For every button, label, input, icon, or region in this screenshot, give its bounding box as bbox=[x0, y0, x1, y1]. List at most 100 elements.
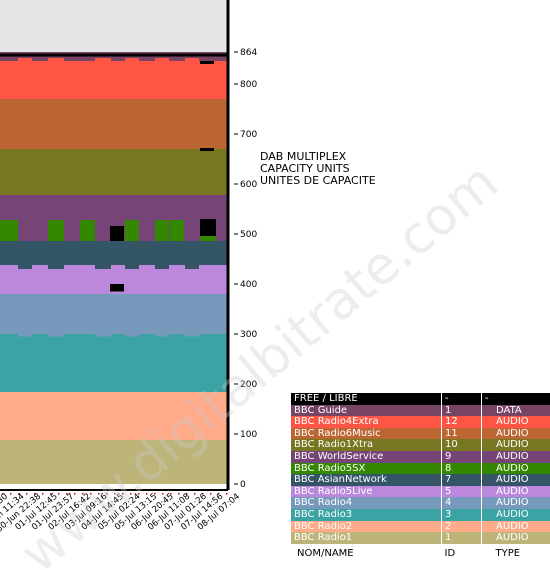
y-tick-label: 0 bbox=[240, 480, 246, 490]
legend-type: AUDIO bbox=[481, 439, 550, 451]
legend-name: BBC AsianNetwork bbox=[294, 474, 387, 486]
legend-body: FREE / LIBRE - - BBC Guide 1 DATA BBC Radio… bbox=[291, 393, 550, 560]
radio4-step-5 bbox=[185, 332, 199, 337]
legend-header-type: - bbox=[481, 393, 550, 405]
free-gap-2 bbox=[110, 284, 124, 292]
guide-step-1 bbox=[48, 58, 64, 64]
plot-free-background bbox=[0, 0, 228, 55]
legend-id: 11 bbox=[441, 427, 482, 440]
legend-footer-row: NOM/NAME ID TYPE bbox=[291, 543, 550, 560]
radio5sx-event-2 bbox=[80, 220, 95, 241]
legend-type: AUDIO bbox=[481, 462, 550, 475]
x-axis-dot bbox=[162, 493, 164, 495]
y-tick-label: 400 bbox=[240, 280, 257, 290]
y-tick-label: 800 bbox=[240, 80, 257, 90]
legend-name: BBC Radio1 bbox=[294, 532, 353, 544]
radio5sx-event-5 bbox=[170, 220, 184, 241]
x-axis-dot bbox=[98, 493, 100, 495]
x-axis-dot bbox=[138, 493, 140, 495]
radio5live-step-2 bbox=[95, 261, 111, 269]
y-tick-label: 864 bbox=[240, 48, 257, 58]
free-gap-3 bbox=[200, 148, 214, 151]
x-axis-dot bbox=[66, 493, 68, 495]
x-axis-dot bbox=[74, 493, 76, 495]
radio5sx-event-0 bbox=[0, 220, 18, 241]
x-axis-dot bbox=[42, 493, 44, 495]
legend-row: BBC WorldService 9 AUDIO bbox=[291, 450, 550, 463]
x-axis-dot bbox=[146, 493, 148, 495]
free-gap-0 bbox=[110, 226, 124, 241]
legend-header-name: FREE / LIBRE bbox=[294, 393, 358, 404]
radio5sx-event-4 bbox=[155, 220, 169, 241]
band-bbc-radio4extra bbox=[0, 61, 227, 99]
x-axis-dot bbox=[90, 493, 92, 495]
band-bbc-radio3 bbox=[0, 334, 227, 392]
legend-name: BBC WorldService bbox=[294, 450, 384, 462]
legend-id: 7 bbox=[441, 474, 482, 486]
legend-name: BBC Guide bbox=[294, 404, 348, 416]
legend-name: BBC Radio2 bbox=[294, 520, 353, 532]
radio5live-step-5 bbox=[185, 261, 199, 269]
x-axis-dot bbox=[186, 493, 188, 495]
legend-id: 4 bbox=[441, 497, 482, 509]
guide-step-2 bbox=[95, 58, 111, 64]
y-tick-label: 600 bbox=[240, 180, 257, 190]
radio4-step-1 bbox=[48, 332, 64, 337]
legend-id: 9 bbox=[441, 450, 482, 463]
x-axis-dot bbox=[170, 493, 172, 495]
band-bbc-radio1 bbox=[0, 440, 227, 484]
x-axis-dot bbox=[122, 493, 124, 495]
legend-row: BBC Radio1Xtra 10 AUDIO bbox=[291, 439, 550, 451]
x-axis-dot bbox=[10, 493, 12, 495]
legend-row: BBC Radio6Music 11 AUDIO bbox=[291, 427, 550, 440]
legend-name: BBC Radio4 bbox=[294, 497, 353, 509]
legend-row: BBC Radio2 2 AUDIO bbox=[291, 520, 550, 533]
legend-name: BBC Radio5Live bbox=[294, 485, 373, 497]
radio5live-step-1 bbox=[48, 261, 64, 269]
legend-type: AUDIO bbox=[481, 474, 550, 486]
legend-type: DATA bbox=[481, 404, 550, 417]
x-axis-dot bbox=[130, 493, 132, 495]
x-axis-dot bbox=[26, 493, 28, 495]
x-axis-dot bbox=[34, 493, 36, 495]
x-axis-dot bbox=[210, 493, 212, 495]
service-legend: FREE / LIBRE - - BBC Guide 1 DATA BBC Radio… bbox=[291, 393, 550, 560]
guide-step-3 bbox=[125, 58, 139, 64]
legend-type: AUDIO bbox=[481, 497, 550, 509]
legend-type: AUDIO bbox=[481, 416, 550, 428]
chart-title-line-1: DAB MULTIPLEX bbox=[260, 150, 347, 163]
legend-name: BBC Radio3 bbox=[294, 508, 353, 520]
legend-id: 3 bbox=[441, 508, 482, 521]
x-axis-dot bbox=[50, 493, 52, 495]
radio4-step-4 bbox=[155, 332, 169, 337]
guide-step-4 bbox=[155, 58, 169, 64]
band-bbc-radio1xtra bbox=[0, 149, 227, 195]
legend-id: 10 bbox=[441, 439, 482, 451]
x-axis-dot bbox=[202, 493, 204, 495]
legend-row: BBC Radio1 1 AUDIO bbox=[291, 532, 550, 544]
legend-id: 5 bbox=[441, 485, 482, 498]
x-axis-dot bbox=[106, 493, 108, 495]
radio5sx-event-3 bbox=[125, 220, 139, 241]
radio5live-step-4 bbox=[155, 261, 169, 269]
x-axis-dot bbox=[226, 493, 228, 495]
y-tick-label: 500 bbox=[240, 230, 257, 240]
chart-title-line-3: UNITES DE CAPACITE bbox=[260, 174, 376, 187]
x-axis-dot bbox=[154, 493, 156, 495]
x-axis-dot bbox=[58, 493, 60, 495]
legend-row: BBC Radio4 4 AUDIO bbox=[291, 497, 550, 509]
y-tick-label: 300 bbox=[240, 330, 257, 340]
radio5live-step-0 bbox=[18, 261, 32, 269]
legend-header-id: - bbox=[441, 393, 482, 405]
legend-footer-name: NOM/NAME bbox=[291, 543, 442, 560]
legend-type: AUDIO bbox=[481, 508, 550, 521]
legend-id: 1 bbox=[441, 404, 482, 417]
x-axis-dots bbox=[2, 493, 228, 495]
legend-type: AUDIO bbox=[481, 427, 550, 440]
x-axis-dot bbox=[2, 493, 4, 495]
free-gap-4 bbox=[200, 61, 214, 64]
occupancy-blocks bbox=[0, 58, 216, 337]
radio5sx-event-1 bbox=[48, 220, 64, 241]
y-tick-label: 700 bbox=[240, 130, 257, 140]
